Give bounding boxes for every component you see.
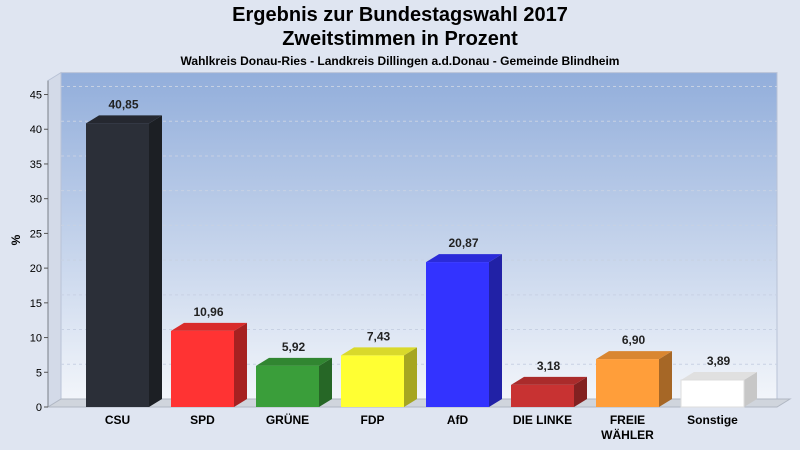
chart-title: Ergebnis zur Bundestagswahl 2017 [232, 4, 568, 26]
y-tick-label: 30 [30, 194, 42, 206]
bar-top [171, 322, 247, 331]
x-tick-label: GRÜNE [266, 412, 309, 427]
bar-front [86, 123, 149, 408]
y-tick-label: 10 [30, 333, 42, 345]
y-tick-label: 20 [30, 263, 42, 275]
bar-top [86, 115, 162, 124]
bar-front [426, 262, 489, 407]
bar-front [680, 379, 745, 408]
y-tick-label: 0 [36, 402, 42, 414]
bar-top [511, 376, 587, 385]
bar-DIE LINKE: 3,18 [511, 359, 587, 407]
data-label: 6,90 [622, 333, 646, 347]
x-tick-label: CSU [105, 413, 130, 427]
bar-AfD: 20,87 [426, 236, 502, 407]
bar-side [404, 347, 417, 407]
y-tick-label: 25 [30, 228, 42, 240]
bar-CSU: 40,85 [86, 97, 162, 408]
bar-Sonstige: 3,89 [680, 354, 757, 408]
bar-front [256, 365, 319, 407]
bars: 40,85 10,96 5,92 7,43 20,87 3,18 6,90 3,89 [86, 97, 757, 408]
bar-top [681, 371, 757, 380]
x-tick-label: Sonstige [687, 413, 738, 427]
bar-FREIE WÄHLER: 6,90 [596, 333, 672, 407]
y-tick-label: 40 [30, 124, 42, 136]
data-label: 40,85 [108, 97, 138, 111]
data-label: 5,92 [282, 340, 306, 354]
bar-top [341, 347, 417, 356]
bar-front [171, 330, 234, 407]
data-label: 3,18 [537, 359, 561, 373]
bar-side [744, 371, 757, 407]
data-label: 10,96 [193, 305, 223, 319]
bar-top [426, 254, 502, 263]
bar-SPD: 10,96 [171, 305, 247, 407]
bar-side [149, 115, 162, 408]
x-tick-label: FDP [361, 413, 385, 427]
x-tick-label: SPD [190, 413, 215, 427]
x-tick-label: DIE LINKE [513, 413, 572, 427]
y-tick-label: 35 [30, 159, 42, 171]
data-label: 3,89 [707, 354, 731, 368]
bar-GRÜNE: 5,92 [256, 340, 332, 407]
bar-side [574, 376, 587, 407]
bar-front [341, 355, 404, 407]
bar-side [489, 254, 502, 407]
y-axis-label: % [9, 234, 23, 245]
bar-side [319, 357, 332, 407]
y-axis: 0 5 10 15 20 25 30 35 40 45 [30, 80, 49, 414]
chart-subtitle: Zweitstimmen in Prozent [282, 28, 518, 50]
data-label: 7,43 [367, 329, 391, 343]
x-tick-label: AfD [447, 413, 469, 427]
y-tick-label: 45 [30, 90, 42, 102]
bar-side [234, 322, 247, 407]
x-tick-label: FREIE [610, 413, 645, 427]
x-tick-label: WÄHLER [601, 427, 654, 442]
plot-side-wall [47, 71, 62, 408]
bar-front [511, 384, 574, 407]
y-tick-label: 5 [36, 367, 42, 379]
bar-front [596, 359, 659, 407]
bar-FDP: 7,43 [341, 329, 417, 407]
data-label: 20,87 [448, 236, 478, 250]
chart-caption: Wahlkreis Donau-Ries - Landkreis Dilling… [180, 54, 620, 68]
bar-top [596, 351, 672, 360]
bar-top [256, 357, 332, 366]
y-tick-label: 15 [30, 298, 42, 310]
bar-side [659, 351, 672, 407]
